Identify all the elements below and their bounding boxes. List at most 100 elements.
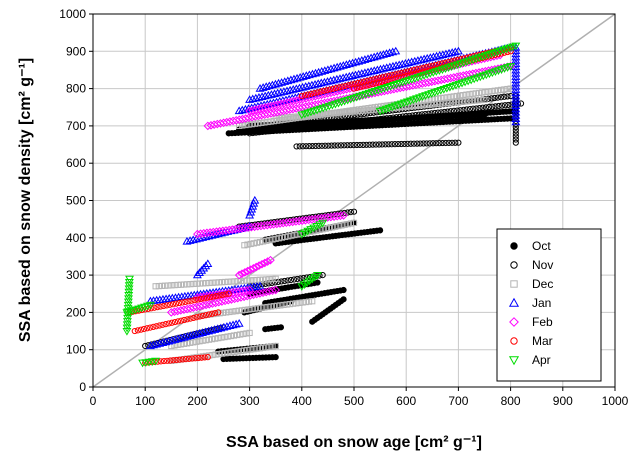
data-point [385,48,395,57]
data-point [341,142,348,149]
data-point [404,58,414,66]
data-point [450,107,458,114]
data-point [348,58,358,67]
data-point [261,119,268,126]
data-point [421,102,428,109]
data-point [260,238,267,245]
y-tick-label: 200 [66,305,86,319]
x-tick-label: 400 [292,394,312,408]
x-tick-label: 700 [448,394,468,408]
data-point [197,266,207,274]
data-point [439,139,446,147]
data-point [210,293,217,300]
data-point [491,87,498,94]
data-point [485,88,492,95]
data-point [189,355,196,362]
data-point [447,93,454,100]
data-point [436,140,443,147]
data-point [369,141,376,148]
data-point [335,109,343,116]
data-point [345,82,352,89]
data-point [495,102,502,110]
data-point [328,224,336,231]
data-point [424,101,431,108]
data-point [248,94,258,103]
data-point [488,95,495,102]
data-point [337,142,345,149]
data-point [246,329,253,337]
data-point [449,99,456,106]
data-point [329,75,339,84]
data-point [155,282,162,290]
data-point [264,81,274,90]
legend-label-mar: Mar [532,334,553,348]
data-point [233,331,241,339]
data-point [156,322,163,329]
data-point [491,94,498,102]
data-point [289,74,299,83]
data-point [250,277,257,284]
data-point [191,329,201,338]
data-point [162,321,169,328]
y-tick-label: 900 [66,44,86,58]
data-point [234,318,244,327]
data-point [251,93,261,102]
data-point [425,110,432,117]
data-point [222,278,229,286]
data-point [338,73,348,82]
data-point [260,91,270,100]
data-point [205,336,212,343]
data-point [391,141,399,148]
data-point [375,50,385,59]
data-point [452,139,459,146]
data-point [270,303,278,310]
data-point [278,234,286,241]
data-point [297,124,304,131]
data-point [291,125,298,132]
data-point [267,118,274,125]
data-point [410,140,418,147]
data-point [360,141,367,148]
data-point [215,309,222,316]
data-point [340,296,347,303]
data-point [242,306,249,314]
x-axis-title: SSA based on snow age [cm² g⁻¹] [226,434,482,451]
data-point [369,81,376,88]
data-point [170,357,177,364]
data-point [300,124,307,131]
data-point [341,60,351,68]
data-point [470,105,477,112]
data-point [399,104,406,111]
data-point [202,337,209,344]
data-point [242,286,251,295]
data-point [196,313,203,320]
data-point [442,139,449,147]
data-point [452,99,460,106]
legend-label-oct: Oct [532,239,551,253]
data-point [188,235,198,244]
data-point [255,281,265,290]
data-point [308,69,317,78]
legend-label-dec: Dec [532,277,553,291]
data-point [215,226,224,236]
data-point [185,236,195,244]
data-point [286,301,294,308]
data-point [277,78,287,86]
data-point [278,126,285,133]
data-point [305,298,313,305]
data-point [317,88,324,95]
data-point [234,270,244,280]
data-point [247,222,256,232]
data-point [228,288,238,297]
data-point [255,84,265,92]
data-point [388,141,395,148]
data-point [383,115,391,122]
data-point [194,296,201,303]
data-point [372,141,380,148]
data-point [263,90,273,99]
data-point [363,141,370,148]
data-point [355,118,362,125]
data-point [492,103,499,110]
data-point [149,340,158,349]
data-point [195,354,202,362]
